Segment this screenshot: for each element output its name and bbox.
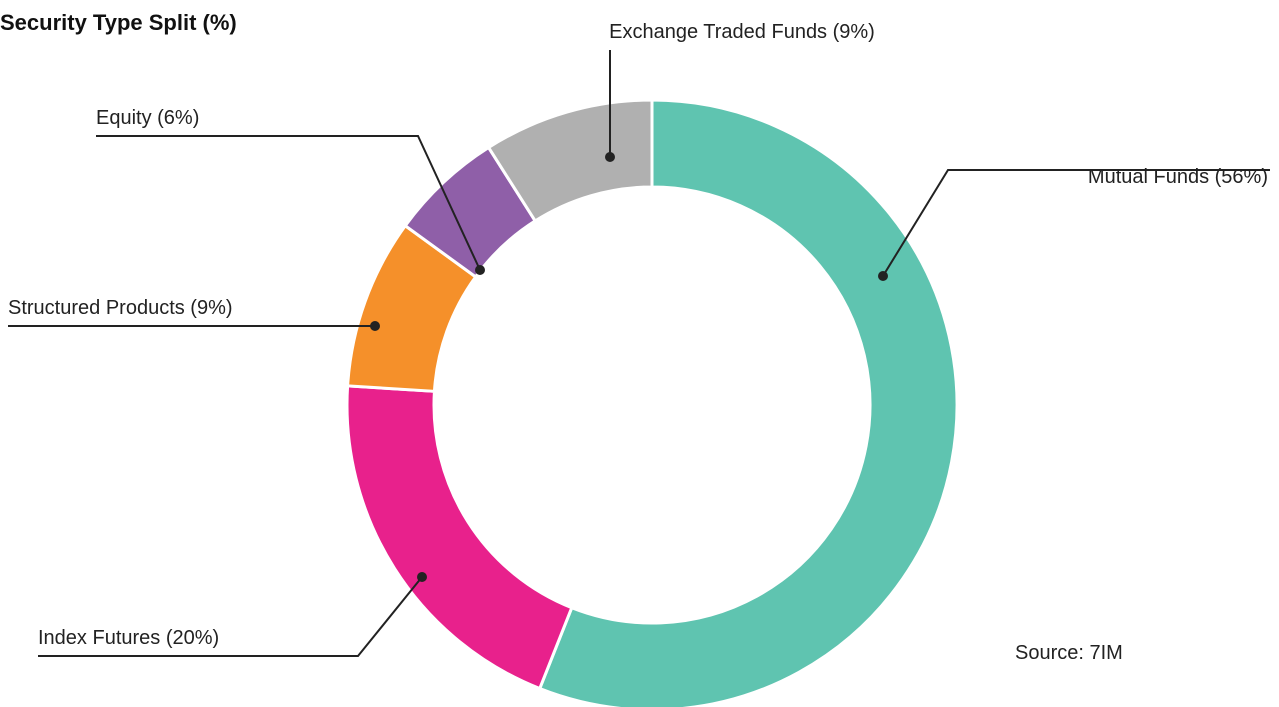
- leader-line: [38, 576, 423, 657]
- leader-line: [96, 135, 481, 271]
- slice-label: Index Futures (20%): [38, 627, 219, 649]
- source-note: Source: 7IM: [1015, 642, 1123, 664]
- leader-dot: [605, 152, 615, 162]
- donut-slice: [486, 98, 654, 224]
- chart-title: Security Type Split (%): [0, 10, 237, 35]
- leader-line: [882, 169, 1270, 277]
- slice-label: Structured Products (9%): [8, 297, 233, 319]
- donut-slice: [345, 384, 574, 691]
- leader-dot: [475, 265, 485, 275]
- slice-label: Equity (6%): [96, 107, 199, 129]
- leader-dot: [417, 572, 427, 582]
- leader-dot: [370, 321, 380, 331]
- slice-label: Mutual Funds (56%): [1088, 166, 1268, 188]
- leader-dot: [878, 271, 888, 281]
- donut-slice: [537, 98, 959, 707]
- slice-label: Exchange Traded Funds (9%): [609, 21, 875, 43]
